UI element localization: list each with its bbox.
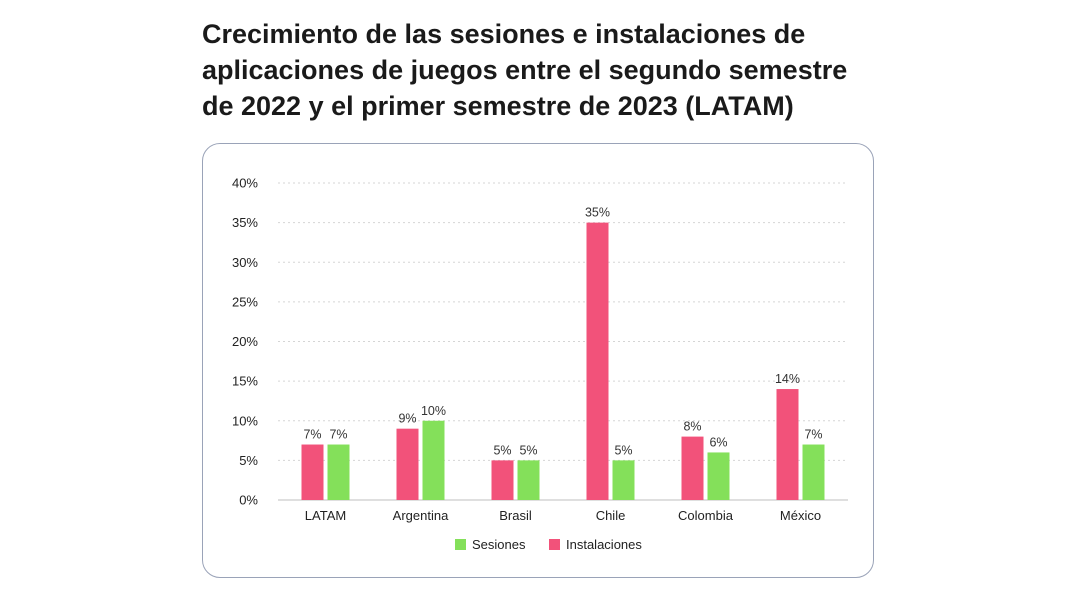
bar-instalaciones xyxy=(301,444,324,500)
bar-sesiones xyxy=(802,444,825,500)
bar-sesiones xyxy=(707,452,730,500)
data-label-sesiones: 7% xyxy=(329,428,347,442)
data-label-sesiones: 10% xyxy=(421,404,446,418)
x-tick-label: Argentina xyxy=(393,508,449,523)
chart-title: Crecimiento de las sesiones e instalacio… xyxy=(202,19,848,121)
bar-sesiones xyxy=(517,460,540,500)
y-tick-label: 25% xyxy=(232,294,258,309)
y-tick-label: 0% xyxy=(239,493,258,508)
y-tick-label: 35% xyxy=(232,215,258,230)
data-label-instalaciones: 9% xyxy=(398,412,416,426)
bar-instalaciones xyxy=(491,460,514,500)
x-tick-label: México xyxy=(780,508,821,523)
bar-instalaciones xyxy=(396,428,419,500)
legend-label-instalaciones: Instalaciones xyxy=(566,537,642,552)
bar-instalaciones xyxy=(776,389,799,500)
y-tick-label: 40% xyxy=(232,176,258,191)
legend-swatch-instalaciones xyxy=(549,539,560,550)
data-label-instalaciones: 7% xyxy=(303,428,321,442)
data-label-instalaciones: 14% xyxy=(775,372,800,386)
data-label-instalaciones: 5% xyxy=(493,443,511,457)
x-tick-label: Brasil xyxy=(499,508,532,523)
data-label-sesiones: 5% xyxy=(519,443,537,457)
x-tick-label: Colombia xyxy=(678,508,734,523)
bar-sesiones xyxy=(327,444,350,500)
bar-sesiones xyxy=(422,420,445,500)
chart-card: 0% 5% 10% 15% 20% 25% 30% 35% 40% 7% 7% LATAM 9% 10% A… xyxy=(202,143,874,578)
data-label-sesiones: 5% xyxy=(614,443,632,457)
data-label-sesiones: 7% xyxy=(804,428,822,442)
data-label-instalaciones: 35% xyxy=(585,206,610,220)
bar-instalaciones xyxy=(681,436,704,500)
x-tick-label: Chile xyxy=(596,508,626,523)
data-label-instalaciones: 8% xyxy=(683,420,701,434)
bar-chart: 0% 5% 10% 15% 20% 25% 30% 35% 40% 7% 7% LATAM 9% 10% A… xyxy=(232,176,848,552)
y-tick-label: 5% xyxy=(239,453,258,468)
data-label-sesiones: 6% xyxy=(709,435,727,449)
legend-swatch-sesiones xyxy=(455,539,466,550)
y-tick-label: 30% xyxy=(232,255,258,270)
bar-instalaciones xyxy=(586,222,609,500)
bar-sesiones xyxy=(612,460,635,500)
y-tick-label: 20% xyxy=(232,334,258,349)
legend-label-sesiones: Sesiones xyxy=(472,537,526,552)
y-tick-label: 15% xyxy=(232,374,258,389)
y-tick-label: 10% xyxy=(232,413,258,428)
x-tick-label: LATAM xyxy=(305,508,346,523)
